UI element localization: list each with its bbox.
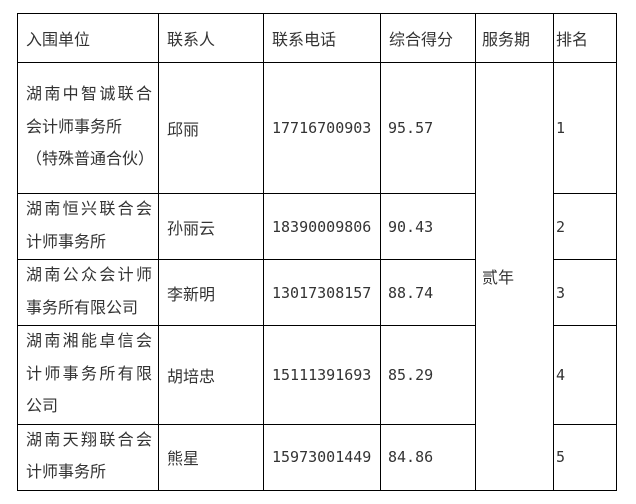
cell-rank: 2 — [553, 193, 617, 260]
header-score: 综合得分 — [380, 13, 476, 63]
cell-unit: 湖南天翔联合会计师事务所 — [17, 423, 159, 491]
table-row: 湖南恒兴联合会计师事务所 孙丽云 18390009806 90.43 2 — [17, 193, 617, 260]
cell-phone: 13017308157 — [263, 259, 381, 326]
cell-score: 85.29 — [380, 325, 476, 425]
cell-rank: 1 — [553, 62, 617, 194]
table-row: 湖南湘能卓信会计师事务所有限公司 胡培忠 15111391693 85.29 4 — [17, 325, 617, 425]
cell-score: 95.57 — [380, 62, 476, 194]
cell-rank: 4 — [553, 325, 617, 425]
cell-contact: 孙丽云 — [158, 193, 264, 260]
header-contact: 联系人 — [158, 13, 264, 63]
cell-service-period: 贰年 — [475, 62, 554, 491]
cell-contact: 胡培忠 — [158, 325, 264, 425]
table-header-row: 入围单位 联系人 联系电话 综合得分 服务期 排名 — [17, 13, 617, 63]
shortlist-results-table: 入围单位 联系人 联系电话 综合得分 服务期 排名 湖南中智诚联合会计师事务所 … — [17, 13, 617, 491]
cell-contact: 熊星 — [158, 423, 264, 491]
cell-score: 84.86 — [380, 423, 476, 491]
cell-phone: 15973001449 — [263, 423, 381, 491]
header-rank: 排名 — [553, 13, 617, 63]
cell-phone: 15111391693 — [263, 325, 381, 425]
header-phone: 联系电话 — [263, 13, 381, 63]
cell-score: 88.74 — [380, 259, 476, 326]
cell-unit: 湖南公众会计师事务所有限公司 — [17, 259, 159, 326]
cell-score: 90.43 — [380, 193, 476, 260]
header-service-period: 服务期 — [475, 13, 554, 63]
table-row: 湖南中智诚联合会计师事务所 （特殊普通合伙） 邱丽 17716700903 95… — [17, 62, 617, 491]
table-row: 湖南天翔联合会计师事务所 熊星 15973001449 84.86 5 — [17, 423, 617, 491]
cell-contact: 邱丽 — [158, 62, 264, 194]
table-row: 湖南公众会计师事务所有限公司 李新明 13017308157 88.74 3 — [17, 259, 617, 326]
cell-unit: 湖南恒兴联合会计师事务所 — [17, 193, 159, 260]
cell-unit: 湖南湘能卓信会计师事务所有限公司 — [17, 325, 159, 425]
cell-phone: 18390009806 — [263, 193, 381, 260]
cell-rank: 5 — [553, 423, 617, 491]
cell-phone: 17716700903 — [263, 62, 381, 194]
cell-contact: 李新明 — [158, 259, 264, 326]
header-unit: 入围单位 — [17, 13, 159, 63]
cell-unit: 湖南中智诚联合会计师事务所 （特殊普通合伙） — [17, 62, 159, 194]
cell-rank: 3 — [553, 259, 617, 326]
